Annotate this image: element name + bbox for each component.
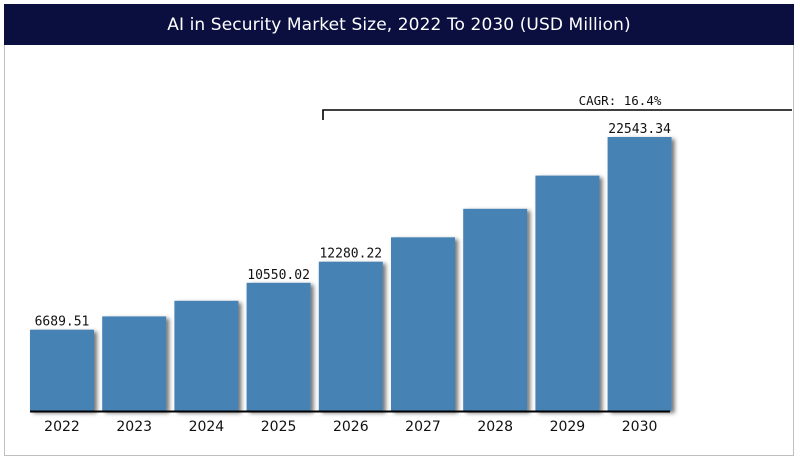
x-tick-label-2023: 2023 [116, 419, 152, 435]
cagr-bracket-line [322, 109, 792, 120]
x-tick-label-2029: 2029 [550, 419, 586, 435]
data-label-2026: 12280.22 [319, 247, 382, 262]
bar-2028 [463, 208, 528, 411]
bar-2024 [174, 300, 239, 411]
bar-2022 [30, 329, 94, 411]
bar-2026 [318, 261, 383, 411]
bar-2025 [246, 282, 311, 411]
x-tick-label-2028: 2028 [477, 419, 513, 435]
cagr-label: CAGR: 16.4% [579, 93, 662, 108]
bar-2030 [607, 137, 672, 411]
x-tick-label-2024: 2024 [189, 419, 225, 435]
x-tick-label-2025: 2025 [261, 419, 297, 435]
x-tick-label-2022: 2022 [44, 419, 80, 435]
bar-2029 [535, 175, 600, 411]
data-label-2022: 6689.51 [35, 315, 90, 330]
data-label-2030: 22543.34 [608, 122, 671, 137]
bar-2027 [391, 237, 455, 411]
data-label-2025: 10550.02 [247, 268, 310, 283]
bar-2023 [102, 316, 167, 411]
cagr-bracket [322, 109, 792, 120]
x-tick-label-2027: 2027 [405, 419, 441, 435]
x-tick-label-2030: 2030 [622, 419, 658, 435]
chart-title: AI in Security Market Size, 2022 To 2030… [4, 4, 794, 45]
x-tick-label-2026: 2026 [333, 419, 369, 435]
